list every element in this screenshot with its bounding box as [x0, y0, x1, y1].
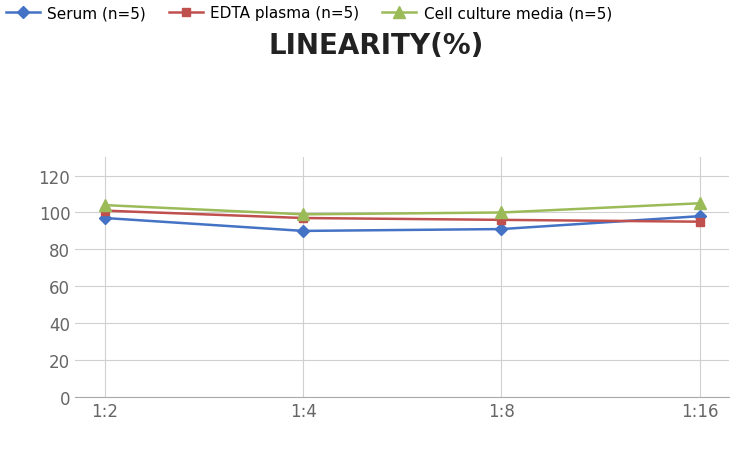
Line: Cell culture media (n=5): Cell culture media (n=5)	[99, 198, 705, 221]
Cell culture media (n=5)	[299, 212, 308, 217]
EDTA plasma (n=5)	[497, 218, 506, 223]
Serum (n=5)	[299, 229, 308, 234]
Line: EDTA plasma (n=5): EDTA plasma (n=5)	[101, 207, 704, 226]
EDTA plasma (n=5)	[695, 220, 704, 225]
Line: Serum (n=5): Serum (n=5)	[101, 212, 704, 235]
EDTA plasma (n=5)	[299, 216, 308, 221]
Legend: Serum (n=5), EDTA plasma (n=5), Cell culture media (n=5): Serum (n=5), EDTA plasma (n=5), Cell cul…	[0, 0, 618, 27]
EDTA plasma (n=5)	[101, 208, 110, 214]
Cell culture media (n=5)	[497, 210, 506, 216]
Text: LINEARITY(%): LINEARITY(%)	[268, 32, 484, 60]
Serum (n=5)	[101, 216, 110, 221]
Serum (n=5)	[497, 227, 506, 232]
Serum (n=5)	[695, 214, 704, 219]
Cell culture media (n=5)	[101, 203, 110, 208]
Cell culture media (n=5)	[695, 201, 704, 207]
